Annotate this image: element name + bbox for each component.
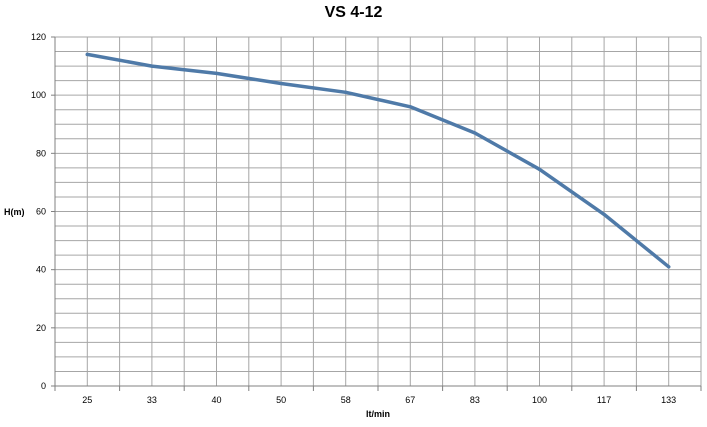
data-point (214, 71, 219, 75)
axes (51, 36, 702, 391)
y-tick-label: 100 (31, 90, 46, 100)
data-point (667, 265, 671, 269)
tick-labels: 0 20 40 60 80 100 120 25 33 40 50 58 67 83 100 117 133 (31, 32, 676, 405)
x-tick-label: 25 (82, 395, 92, 405)
y-tick-label: 60 (36, 207, 46, 217)
series-line (85, 52, 671, 269)
x-tick-label: 133 (661, 395, 676, 405)
x-tick-label: 58 (341, 395, 351, 405)
data-point (408, 105, 412, 109)
y-tick-label: 120 (31, 32, 46, 42)
y-tick-label: 0 (41, 381, 46, 391)
data-point (602, 212, 606, 217)
data-point (344, 90, 348, 94)
x-tick-label: 83 (470, 395, 480, 405)
x-axis-title: lt/min (366, 409, 390, 419)
x-tick-label: 117 (597, 395, 611, 405)
y-tick-label: 40 (36, 265, 46, 275)
grid-lines (54, 36, 702, 387)
chart-title: VS 4-12 (324, 4, 383, 21)
y-tick-label: 80 (36, 148, 46, 158)
y-tick-label: 20 (36, 323, 46, 333)
x-tick-label: 40 (211, 395, 221, 405)
data-point (85, 52, 89, 57)
x-tick-label: 67 (405, 395, 415, 405)
data-point (150, 64, 154, 68)
x-tick-label: 33 (147, 395, 157, 405)
y-axis-title: H(m) (4, 207, 25, 217)
data-point (537, 167, 542, 171)
data-point (279, 81, 283, 86)
x-tick-label: 100 (532, 395, 547, 405)
x-tick-label: 50 (276, 395, 286, 405)
series-group (85, 52, 671, 269)
data-point (473, 131, 477, 135)
